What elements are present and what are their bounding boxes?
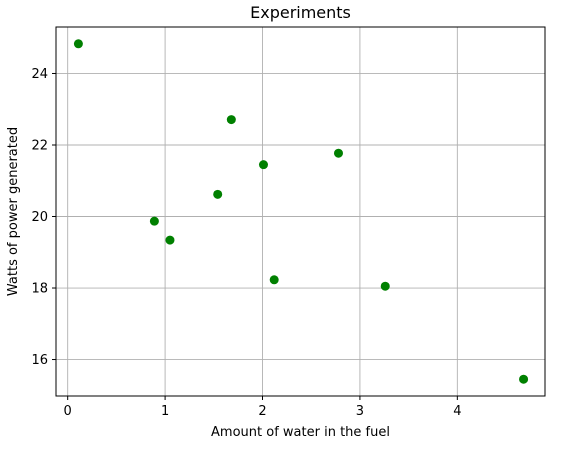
y-tick-label: 24 bbox=[31, 67, 48, 82]
data-point bbox=[258, 160, 268, 170]
data-point bbox=[149, 216, 159, 226]
axis-ticks: 0 1 2 3 4 16 18 20 22 24 bbox=[31, 67, 461, 419]
data-points bbox=[73, 39, 529, 384]
y-axis-label: Watts of power generated bbox=[6, 127, 21, 296]
plot-frame bbox=[55, 26, 546, 397]
data-point bbox=[165, 235, 175, 245]
data-point bbox=[333, 148, 343, 158]
x-tick-label: 3 bbox=[356, 404, 364, 419]
y-tick-label: 22 bbox=[31, 138, 48, 153]
y-tick-label: 16 bbox=[31, 353, 48, 368]
x-tick-label: 1 bbox=[161, 404, 169, 419]
x-tick-label: 4 bbox=[453, 404, 461, 419]
data-point bbox=[380, 281, 390, 291]
data-point bbox=[519, 374, 529, 384]
data-point bbox=[269, 275, 279, 285]
data-point bbox=[73, 39, 83, 49]
y-tick-label: 18 bbox=[31, 282, 48, 297]
x-tick-label: 0 bbox=[64, 404, 72, 419]
x-tick-label: 2 bbox=[258, 404, 266, 419]
y-tick-label: 20 bbox=[31, 210, 48, 225]
chart-title: Experiments bbox=[250, 3, 351, 22]
grid-lines bbox=[56, 27, 545, 396]
data-point bbox=[213, 189, 223, 199]
data-point bbox=[226, 115, 236, 125]
x-axis-label: Amount of water in the fuel bbox=[211, 425, 390, 440]
